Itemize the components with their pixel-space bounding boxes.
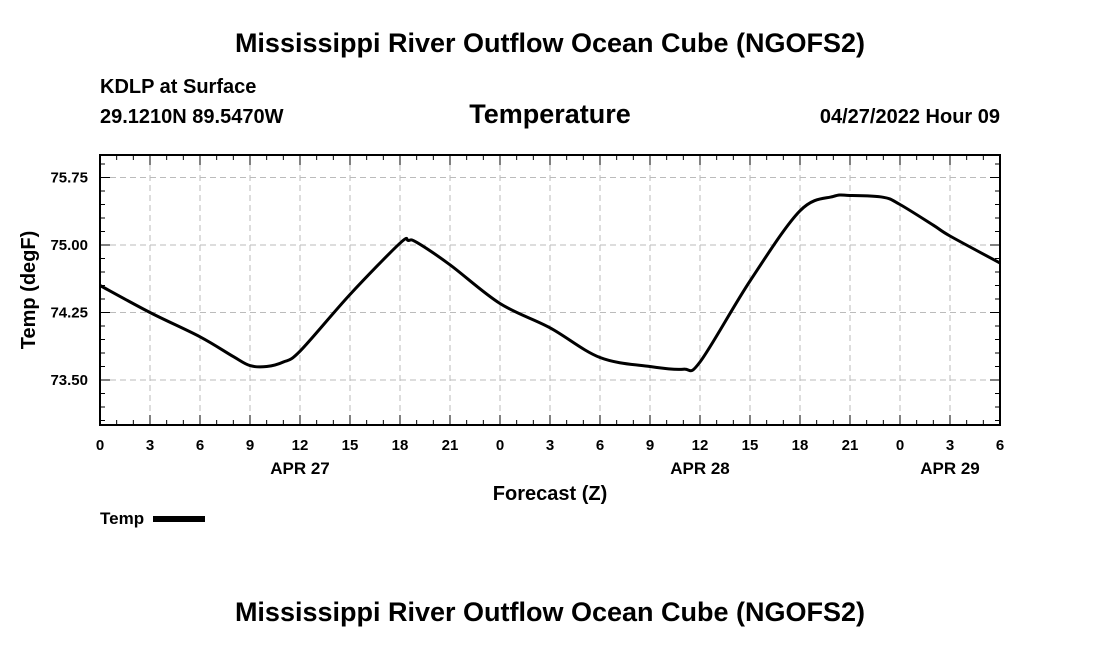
- x-tick-label: 9: [246, 437, 254, 454]
- x-tick-label: 15: [742, 437, 759, 454]
- date-label: APR 28: [670, 459, 730, 478]
- x-tick-label: 18: [792, 437, 809, 454]
- y-tick-label: 75.00: [50, 237, 88, 254]
- x-tick-label: 21: [442, 437, 459, 454]
- x-tick-label: 6: [596, 437, 604, 454]
- y-tick-label: 75.75: [50, 170, 88, 187]
- y-tick-label: 73.50: [50, 372, 88, 389]
- x-tick-label: 3: [546, 437, 554, 454]
- y-axis-title: Temp (degF): [18, 231, 40, 350]
- x-tick-label: 3: [946, 437, 954, 454]
- x-axis-title: Forecast (Z): [493, 483, 607, 505]
- footer-title: Mississippi River Outflow Ocean Cube (NG…: [234, 597, 866, 627]
- x-tick-label: 18: [392, 437, 409, 454]
- x-tick-label: 9: [646, 437, 654, 454]
- x-tick-label: 6: [996, 437, 1004, 454]
- station-coordinates: 29.1210N 89.5470W: [100, 106, 284, 128]
- x-tick-label: 21: [842, 437, 859, 454]
- x-tick-label: 6: [196, 437, 204, 454]
- legend-label: Temp: [100, 509, 145, 528]
- legend: Temp: [100, 509, 206, 529]
- forecast-datetime: 04/27/2022 Hour 09: [819, 106, 1000, 128]
- date-label: APR 27: [270, 459, 330, 478]
- chart-title: Mississippi River Outflow Ocean Cube (NG…: [234, 28, 866, 58]
- plot-frame: [99, 154, 1001, 426]
- x-tick-label: 0: [96, 437, 104, 454]
- series-line-temp: [99, 193, 1001, 373]
- x-tick-label: 12: [692, 437, 709, 454]
- y-tick-label: 74.25: [50, 305, 88, 322]
- x-tick-label: 12: [292, 437, 309, 454]
- x-tick-label: 0: [496, 437, 504, 454]
- x-tick-label: 15: [342, 437, 359, 454]
- date-label: APR 29: [920, 459, 980, 478]
- legend-line-swatch: [153, 516, 206, 522]
- x-tick-label: 0: [896, 437, 904, 454]
- station-label: KDLP at Surface: [100, 76, 257, 98]
- x-tick-label: 3: [146, 437, 154, 454]
